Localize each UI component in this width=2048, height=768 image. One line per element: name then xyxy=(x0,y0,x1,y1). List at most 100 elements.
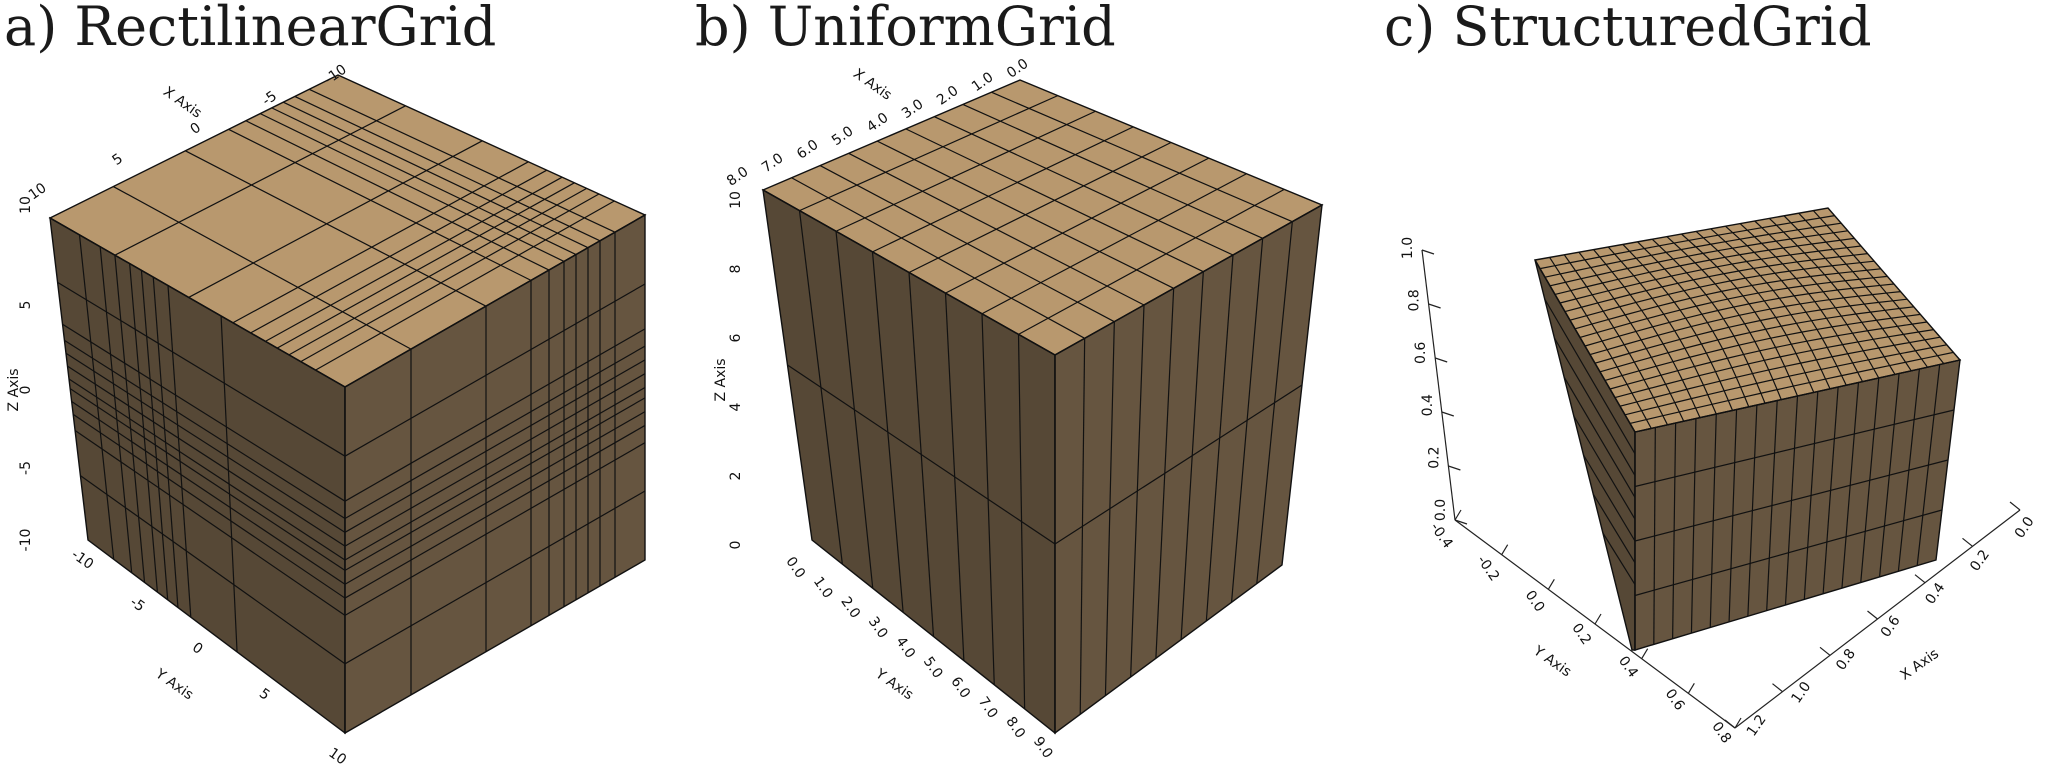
y-tick xyxy=(1547,579,1555,590)
y-axis-label: Y Axis xyxy=(872,666,916,704)
y-tick-label: -0.4 xyxy=(1427,520,1456,552)
x-tick-label: 1.0 xyxy=(1788,679,1814,706)
grid-line xyxy=(1812,210,1945,364)
grid-line xyxy=(344,283,646,457)
y-tick-label: 5 xyxy=(256,686,272,704)
grid-line xyxy=(1739,223,1864,382)
z-tick-label: 0.0 xyxy=(1433,499,1449,521)
y-tick-label: 9.0 xyxy=(1030,734,1056,761)
grid-line xyxy=(113,186,412,350)
x-tick xyxy=(2009,501,2021,511)
grid-line xyxy=(1584,283,1895,347)
x-tick-label: 3.0 xyxy=(899,96,926,122)
grid-line xyxy=(245,120,550,271)
x-tick-label: 5.0 xyxy=(829,123,856,149)
cube-edge xyxy=(344,214,646,388)
x-tick-label: 5 xyxy=(109,151,125,169)
grid-line xyxy=(1054,384,1303,545)
grid-line xyxy=(1544,298,1636,455)
grid-line xyxy=(1599,306,1914,373)
grid-line xyxy=(283,101,589,249)
z-tick-label: 0 xyxy=(18,386,34,395)
grid-line xyxy=(114,105,406,256)
x-tick-label: 0.2 xyxy=(1967,547,1993,574)
panel-b-title: b) UniformGrid xyxy=(695,0,1116,58)
grid-line xyxy=(1614,329,1934,399)
grid-line xyxy=(1629,351,1954,424)
y-tick-label: 0.0 xyxy=(782,554,808,581)
grid-line xyxy=(835,110,1096,232)
y-tick-label: -5 xyxy=(127,594,148,615)
z-tick-label: 10 xyxy=(728,191,744,209)
grid-line xyxy=(1710,228,1831,390)
grid-line xyxy=(250,169,548,334)
z-tick-label: 5 xyxy=(18,301,34,310)
grid-line xyxy=(344,424,646,599)
grid-line xyxy=(344,386,646,561)
z-tick xyxy=(1435,357,1448,363)
y-tick-label: 0.0 xyxy=(1522,588,1548,615)
y-tick-label: 0 xyxy=(189,640,205,658)
z-tick xyxy=(1421,249,1435,255)
cube-edge xyxy=(1054,204,1323,356)
grid-line xyxy=(265,176,563,342)
z-tick xyxy=(1441,411,1454,417)
grid-line xyxy=(344,359,646,533)
grid-line xyxy=(1634,459,1949,542)
x-tick-label: 8.0 xyxy=(724,164,751,190)
y-tick-label: 0.2 xyxy=(1568,620,1594,647)
grid-line xyxy=(232,161,529,324)
grid-line xyxy=(1582,454,1636,542)
grid-line xyxy=(57,281,346,457)
grid-line xyxy=(1604,313,1921,381)
grid-line xyxy=(276,182,575,349)
z-tick-label: 0.8 xyxy=(1407,289,1423,311)
z-tick-label: -10 xyxy=(18,529,34,552)
z-axis-label: Z Axis xyxy=(713,358,729,401)
grid-line xyxy=(344,373,646,547)
grid-line xyxy=(1783,215,1912,372)
y-tick-label: 1.0 xyxy=(810,574,836,601)
cube-edge xyxy=(49,217,346,388)
grid-line xyxy=(1589,291,1901,356)
z-tick xyxy=(1448,465,1461,471)
grid-line xyxy=(872,126,1134,253)
grid-line xyxy=(71,401,346,585)
grid-line xyxy=(344,442,646,616)
x-tick-label: 0.4 xyxy=(1922,580,1948,607)
y-tick-label: 8.0 xyxy=(1002,714,1028,741)
z-tick-label: 10 xyxy=(18,196,34,214)
y-tick-label: 0.4 xyxy=(1615,653,1641,680)
grid-line xyxy=(228,128,532,281)
grid-line xyxy=(1609,321,1928,390)
grid-line xyxy=(1592,493,1636,564)
y-tick xyxy=(1641,648,1649,659)
z-tick-label: 8 xyxy=(728,265,744,274)
y-tick-label: 10 xyxy=(325,745,349,768)
y-tick-label: 3.0 xyxy=(865,614,891,641)
y-tick-label: 7.0 xyxy=(975,694,1001,721)
panel-c-structured-grid: 0.0 0.2 0.4 0.6 0.8 1.0 -0.4 -0.2 0.0 0.2 0.4 0.6 0.… xyxy=(1400,207,2038,746)
x-tick xyxy=(1724,719,1736,729)
z-tick-label: 0 xyxy=(728,541,744,550)
y-tick xyxy=(1454,509,1462,521)
grid-line xyxy=(1695,230,1815,393)
x-tick xyxy=(1914,574,1926,584)
grid-line xyxy=(1634,409,1955,488)
grid-line xyxy=(1754,220,1880,379)
y-tick-label: 2.0 xyxy=(837,594,863,621)
z-tick-label: 2 xyxy=(728,472,744,481)
x-tick-label: 4.0 xyxy=(864,110,891,136)
grid-line xyxy=(65,352,346,533)
grid-line xyxy=(1573,415,1636,520)
grid-line xyxy=(308,88,616,233)
grid-line xyxy=(288,187,587,356)
z-tick-label: 0.6 xyxy=(1413,342,1429,364)
y-axis-label: Y Axis xyxy=(1530,643,1574,681)
grid-line xyxy=(1624,344,1947,416)
y-tick xyxy=(1501,544,1509,555)
z-axis-label: Z Axis xyxy=(6,368,22,411)
grid-line xyxy=(300,193,600,363)
